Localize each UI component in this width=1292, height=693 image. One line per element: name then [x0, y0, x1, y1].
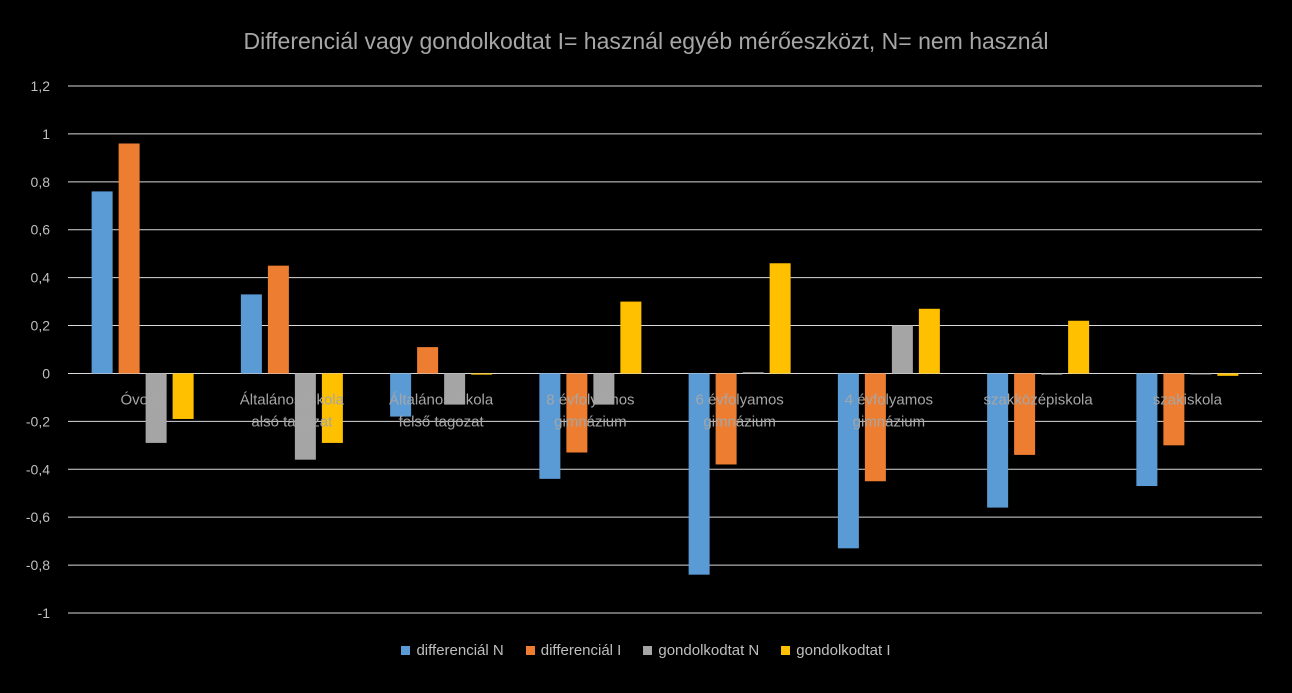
bar — [172, 373, 194, 419]
x-tick-label: felső tagozat — [399, 413, 485, 430]
legend-swatch — [781, 646, 791, 655]
bar — [688, 373, 710, 575]
bar — [91, 191, 113, 374]
bar — [620, 301, 642, 374]
y-tick-label: 1 — [42, 126, 50, 142]
y-tick-label: 0,2 — [31, 318, 51, 334]
legend-item: differenciál I — [525, 642, 622, 659]
legend-swatch — [525, 646, 535, 655]
bar — [715, 373, 737, 465]
legend-item: gondolkodtat I — [781, 642, 891, 659]
legend-item: gondolkodtat N — [643, 642, 759, 659]
y-tick-label: 0,6 — [31, 222, 51, 238]
legend-label: gondolkodtat N — [658, 642, 760, 659]
bar — [539, 373, 561, 479]
bar — [566, 373, 588, 453]
bar — [864, 373, 886, 482]
y-tick-label: -0,6 — [26, 509, 50, 525]
bar — [471, 373, 493, 375]
bar — [891, 325, 913, 374]
y-tick-label: -0,8 — [26, 557, 50, 573]
x-tick-label: alsó tagozat — [251, 413, 333, 430]
bar — [1163, 373, 1185, 446]
bar — [390, 373, 412, 417]
x-tick-label: 8 évfolyamos — [546, 391, 634, 408]
legend-item: differenciál N — [401, 642, 504, 659]
bar — [294, 373, 316, 460]
x-tick-label: Általános iskola — [240, 391, 345, 408]
legend-label: differenciál N — [416, 642, 504, 659]
y-tick-label: -1 — [38, 605, 51, 621]
bar — [1041, 373, 1063, 375]
bar — [1190, 373, 1212, 375]
bar — [593, 373, 615, 405]
legend-label: gondolkodtat I — [796, 642, 891, 659]
bar — [444, 373, 466, 405]
bar — [837, 373, 859, 549]
x-tick-label: gimnázium — [703, 413, 776, 430]
chart-title: Differenciál vagy gondolkodtat I= haszná… — [243, 28, 1049, 54]
y-tick-label: 1,2 — [31, 78, 51, 94]
x-tick-label: szakiskola — [1153, 391, 1223, 408]
bar — [321, 373, 343, 443]
legend-swatch — [643, 646, 653, 655]
x-tick-label: gimnázium — [554, 413, 627, 430]
bar — [145, 373, 167, 443]
legend-swatch — [401, 646, 411, 655]
x-tick-label: Általános iskola — [389, 391, 494, 408]
x-tick-label: szakközépiskola — [984, 391, 1094, 408]
bar — [1217, 373, 1239, 376]
y-tick-label: 0 — [42, 365, 50, 381]
bar — [987, 373, 1009, 508]
y-tick-label: -0,4 — [26, 461, 50, 477]
bar — [769, 263, 791, 374]
bar — [417, 347, 439, 374]
chart-legend: differenciál N differenciál I gondolkodtat… — [0, 642, 1292, 659]
x-tick-label: gimnázium — [853, 413, 926, 430]
y-tick-label: -0,2 — [26, 413, 50, 429]
bar — [742, 372, 764, 374]
bar — [1136, 373, 1158, 487]
bar — [1014, 373, 1036, 455]
y-tick-label: 0,8 — [31, 174, 51, 190]
bar — [918, 308, 940, 374]
bar — [118, 143, 140, 374]
legend-label: differenciál I — [540, 642, 622, 659]
x-tick-label: 6 évfolyamos — [695, 391, 783, 408]
x-tick-label: Óvoda — [121, 391, 166, 408]
bar — [267, 265, 289, 374]
bar — [1068, 320, 1090, 374]
bar — [240, 294, 262, 374]
x-tick-label: 4 évfolyamos — [845, 391, 933, 408]
y-tick-label: 0,4 — [31, 270, 51, 286]
